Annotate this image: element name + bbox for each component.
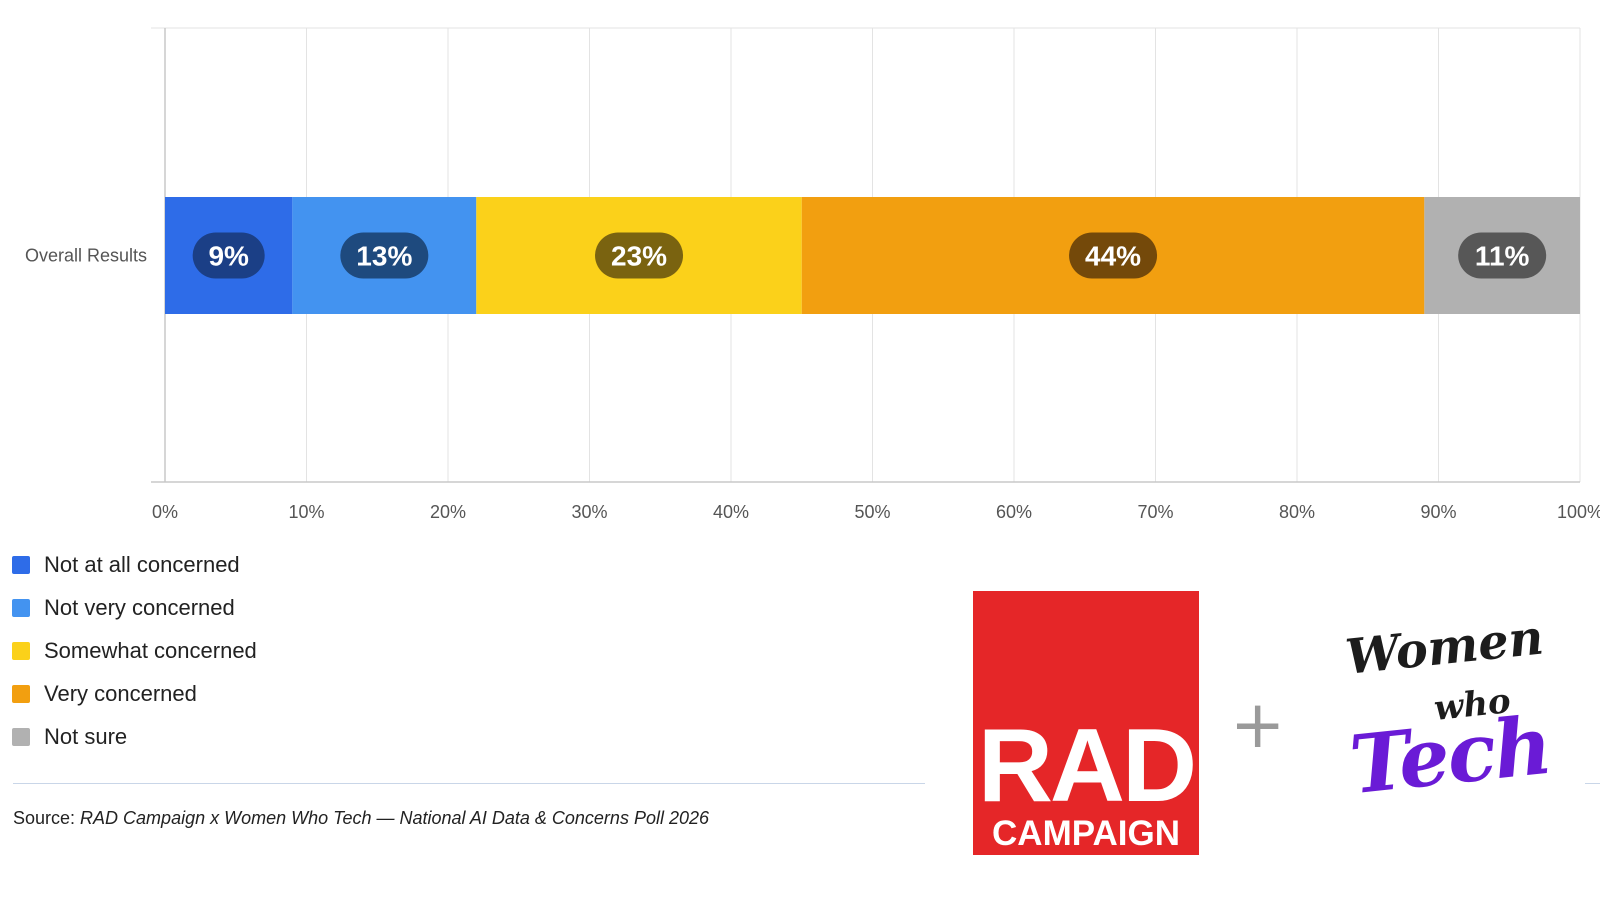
x-tick-label: 50% xyxy=(854,502,890,522)
x-axis: 0% 10% 20% 30% 40% 50% 60% 70% 80% 90% 100% Overall… xyxy=(25,28,1600,522)
data-label: 9% xyxy=(208,241,249,272)
source-divider xyxy=(13,783,925,784)
legend-item: Very concerned xyxy=(12,672,257,715)
rad-campaign-logo: RAD CAMPAIGN xyxy=(973,591,1199,855)
x-tick-label: 20% xyxy=(430,502,466,522)
data-label: 44% xyxy=(1085,241,1141,272)
legend-label: Not very concerned xyxy=(44,594,235,620)
data-label-pill xyxy=(192,232,265,279)
legend-swatch xyxy=(12,727,30,746)
x-tick-label: 90% xyxy=(1420,502,1456,522)
rad-logo-word: RAD xyxy=(977,708,1197,824)
legend-item: Not sure xyxy=(12,715,257,758)
legend-swatch xyxy=(12,555,30,574)
x-tick-label: 10% xyxy=(288,502,324,522)
x-tick-label: 40% xyxy=(713,502,749,522)
legend-swatch xyxy=(12,598,30,617)
source-divider-right xyxy=(1585,783,1600,784)
x-tick-label: 70% xyxy=(1137,502,1173,522)
source-note: Source: RAD Campaign x Women Who Tech — … xyxy=(13,808,709,829)
data-label-pill xyxy=(1458,232,1547,279)
legend-label: Very concerned xyxy=(44,680,197,706)
x-tick-label: 80% xyxy=(1279,502,1315,522)
wwt-logo-women: Women xyxy=(1343,609,1547,686)
legend-item: Not very concerned xyxy=(12,586,257,629)
wwt-logo-tech: Tech xyxy=(1345,697,1555,813)
x-tick-label: 100% xyxy=(1557,502,1600,522)
rad-logo-subword: CAMPAIGN xyxy=(992,814,1180,853)
legend-label: Not sure xyxy=(44,723,128,749)
stacked-bar-chart: 0% 10% 20% 30% 40% 50% 60% 70% 80% 90% 100% Overall… xyxy=(25,27,1600,522)
data-label: 11% xyxy=(1475,241,1530,272)
bar-segments xyxy=(165,197,1580,314)
plus-icon: + xyxy=(1230,686,1286,763)
data-label: 13% xyxy=(356,241,412,272)
source-text: RAD Campaign x Women Who Tech — National… xyxy=(80,808,710,828)
source-prefix: Source: xyxy=(13,808,81,828)
data-labels: 9% 13% 23% 44% 11% xyxy=(192,232,1547,279)
category-label: Overall Results xyxy=(25,246,147,266)
legend-label: Somewhat concerned xyxy=(44,637,257,663)
legend-swatch xyxy=(12,641,30,660)
x-tick-label: 60% xyxy=(996,502,1032,522)
x-tick-label: 0% xyxy=(152,502,178,522)
legend: Not at all concerned Not very concerned So… xyxy=(12,543,257,758)
women-who-tech-logo: Women who Tech xyxy=(1330,609,1554,812)
legend-item: Not at all concerned xyxy=(12,543,257,586)
data-label-pill xyxy=(1069,232,1158,279)
data-label-pill xyxy=(595,232,684,279)
legend-label: Not at all concerned xyxy=(44,551,240,577)
data-label-pill xyxy=(340,232,429,279)
data-label: 23% xyxy=(611,241,667,272)
legend-item: Somewhat concerned xyxy=(12,629,257,672)
x-tick-label: 30% xyxy=(571,502,607,522)
legend-swatch xyxy=(12,684,30,703)
